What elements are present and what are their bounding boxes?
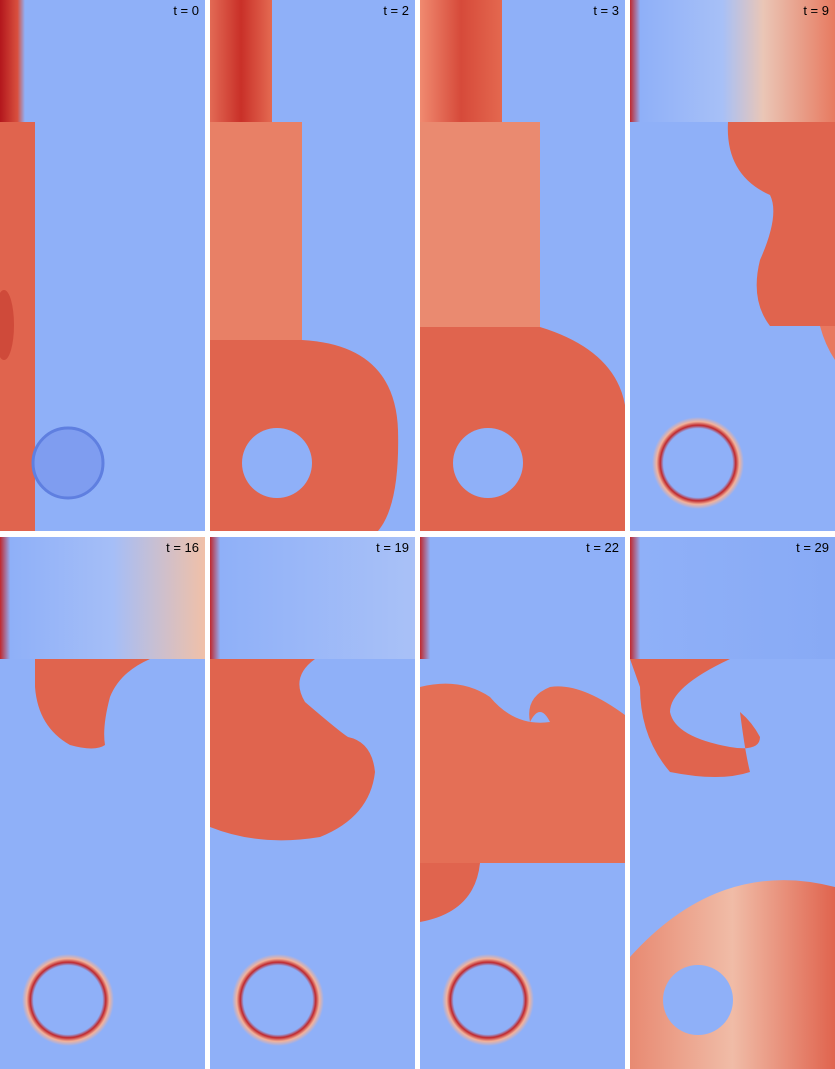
snapshot-field <box>210 537 415 1069</box>
snapshot-panel-t9: t = 9 <box>630 0 835 531</box>
snapshot-panel-t19: t = 19 <box>210 537 415 1069</box>
snapshot-panel-t22: t = 22 <box>420 537 625 1069</box>
time-label: t = 29 <box>796 540 829 555</box>
snapshot-field <box>0 0 205 531</box>
time-label: t = 9 <box>803 3 829 18</box>
snapshot-field <box>0 537 205 1069</box>
time-label: t = 2 <box>383 3 409 18</box>
time-label: t = 3 <box>593 3 619 18</box>
snapshot-panel-t29: t = 29 <box>630 537 835 1069</box>
snapshot-panel-t2: t = 2 <box>210 0 415 531</box>
time-label: t = 16 <box>166 540 199 555</box>
snapshot-field <box>420 537 625 1069</box>
snapshot-field <box>630 537 835 1069</box>
snapshot-field <box>630 0 835 531</box>
snapshot-field <box>420 0 625 531</box>
snapshot-field <box>210 0 415 531</box>
time-label: t = 0 <box>173 3 199 18</box>
time-label: t = 22 <box>586 540 619 555</box>
snapshot-panel-t3: t = 3 <box>420 0 625 531</box>
time-label: t = 19 <box>376 540 409 555</box>
snapshot-panel-t0: t = 0 <box>0 0 205 531</box>
snapshot-panel-t16: t = 16 <box>0 537 205 1069</box>
